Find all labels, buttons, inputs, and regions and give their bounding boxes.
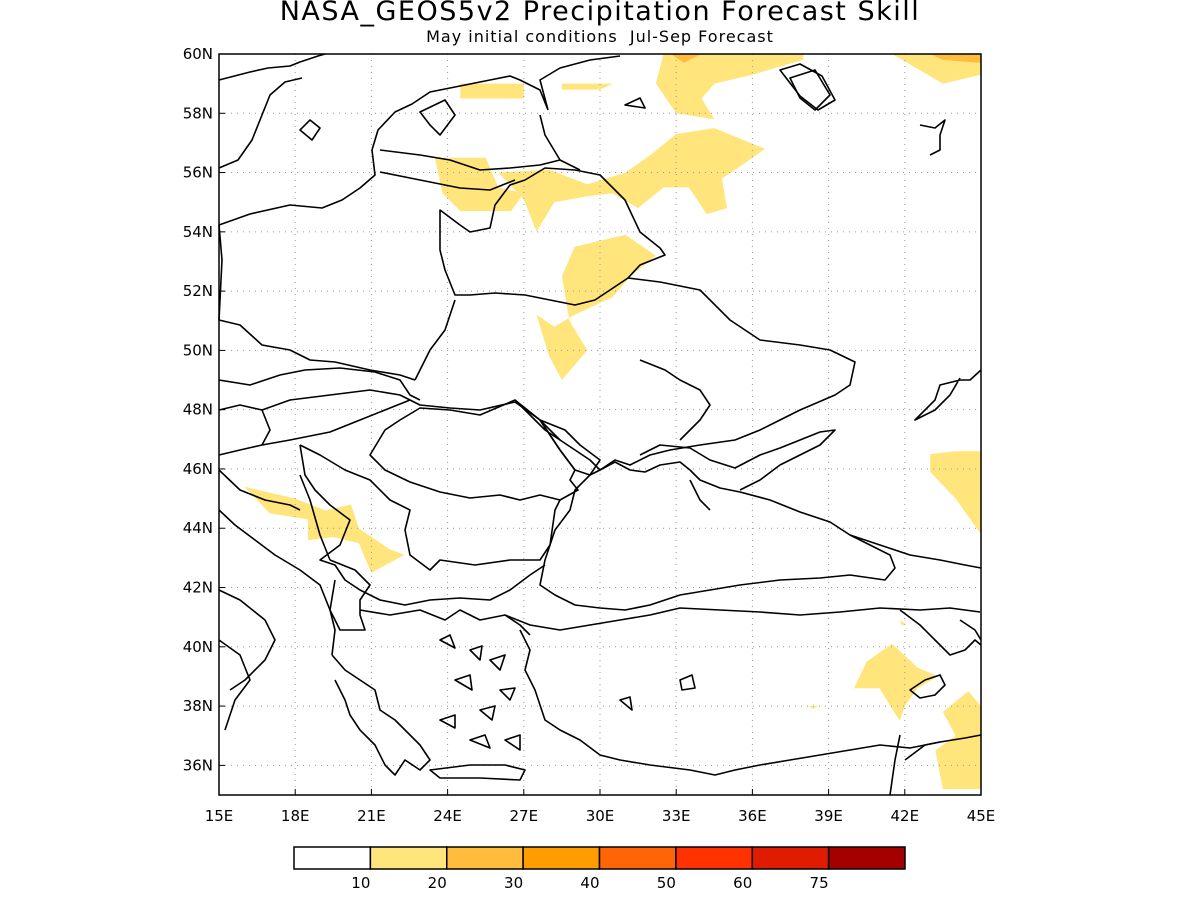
border-belarus xyxy=(439,167,666,306)
colorbar-swatch xyxy=(293,846,372,870)
lon-tick-label: 18E xyxy=(281,807,310,825)
borders-western-balkans xyxy=(218,469,371,631)
colorbar-label: 20 xyxy=(428,874,447,892)
colorbar-label: 30 xyxy=(504,874,523,892)
colorbar-label: 75 xyxy=(810,874,829,892)
lon-tick-label: 39E xyxy=(814,807,843,825)
border-turkey-east xyxy=(889,609,982,796)
lon-tick-label: 21E xyxy=(357,807,386,825)
border-ukraine xyxy=(514,277,856,471)
colorbar-label: 60 xyxy=(733,874,752,892)
borders-central-europe xyxy=(218,224,456,381)
colorbar-label: 10 xyxy=(351,874,370,892)
coastline-islands xyxy=(299,69,831,141)
coastline-aegean-islands xyxy=(429,634,526,781)
lon-tick-label: 42E xyxy=(891,807,920,825)
colorbar-swatch xyxy=(598,846,677,870)
coastline-turkey xyxy=(504,607,982,776)
colorbar: 10 20 30 40 50 60 75 xyxy=(293,846,906,892)
lat-tick-label: 54N xyxy=(183,223,213,241)
country-borders xyxy=(218,53,982,796)
borders-balkans xyxy=(299,444,561,606)
lon-tick-label: 36E xyxy=(738,807,767,825)
skill-shading-layer xyxy=(244,54,981,790)
lon-tick-label: 30E xyxy=(586,807,615,825)
colorbar-swatch xyxy=(675,846,753,870)
colorbar-label: 50 xyxy=(657,874,676,892)
longitude-tick-labels: 15E 18E 21E 24E 27E 30E 33E 36E 39E 42E 45E xyxy=(205,789,996,825)
skill-region-1 xyxy=(434,157,524,212)
lat-tick-label: 40N xyxy=(183,638,213,656)
coastline-greece xyxy=(331,609,531,776)
latitude-tick-labels: 60N 58N 56N 54N 52N 50N 48N 46N 44N 42N 40N 38N 36N xyxy=(183,45,225,774)
colorbar-swatch xyxy=(369,846,448,870)
coastline-crimea-azov xyxy=(639,429,836,511)
borders-baltic-states xyxy=(379,114,581,191)
colorbar-swatch xyxy=(446,846,524,870)
coastline-black-sea xyxy=(539,461,896,611)
coastline-baltic xyxy=(218,53,621,226)
river-dnieper xyxy=(639,359,711,441)
lat-tick-label: 36N xyxy=(183,756,213,774)
skill-region-9 xyxy=(930,54,981,63)
coastline-lake-ladoga xyxy=(779,63,836,111)
skill-region-6 xyxy=(655,54,804,120)
lon-tick-label: 24E xyxy=(433,807,462,825)
colorbar-label: 40 xyxy=(580,874,599,892)
lon-tick-label: 27E xyxy=(510,807,539,825)
lon-tick-label: 45E xyxy=(967,807,996,825)
lat-tick-label: 56N xyxy=(183,164,213,182)
skill-region-11 xyxy=(930,451,981,535)
border-caucasus xyxy=(849,534,982,569)
border-austria-slovenia xyxy=(218,399,411,456)
lake-van xyxy=(619,674,946,711)
coastline-adriatic xyxy=(218,509,336,731)
chart-title: NASA_GEOS5v2 Precipitation Forecast Skil… xyxy=(279,0,921,27)
skill-region-7 xyxy=(892,54,981,84)
colorbar-swatch xyxy=(751,846,830,870)
lake-ladoga-north xyxy=(919,119,946,156)
skill-region-15 xyxy=(899,620,905,627)
lat-tick-label: 60N xyxy=(183,45,213,63)
chart-subtitle: May initial conditions Jul-Sep Forecast xyxy=(426,27,774,46)
lon-tick-label: 15E xyxy=(205,807,234,825)
skill-region-14 xyxy=(808,706,819,709)
lat-tick-label: 44N xyxy=(183,519,213,537)
skill-region-13 xyxy=(935,691,981,790)
lat-tick-label: 46N xyxy=(183,460,213,478)
lat-tick-label: 50N xyxy=(183,341,213,359)
skill-region-4 xyxy=(561,83,613,90)
colorbar-swatch xyxy=(827,846,906,870)
skill-region-12 xyxy=(854,643,938,721)
lon-tick-label: 33E xyxy=(662,807,691,825)
border-moldova xyxy=(539,419,601,476)
skill-region-3 xyxy=(536,234,656,380)
skill-region-5 xyxy=(460,83,524,99)
lat-tick-label: 48N xyxy=(183,401,213,419)
skill-region-8 xyxy=(671,54,702,63)
lat-tick-label: 42N xyxy=(183,579,213,597)
lat-tick-label: 58N xyxy=(183,104,213,122)
colorbar-swatch xyxy=(522,846,601,870)
coastline-caspian xyxy=(914,369,982,641)
skill-region-10 xyxy=(244,486,405,573)
lat-tick-label: 38N xyxy=(183,697,213,715)
skill-region-2 xyxy=(498,128,766,232)
lat-tick-label: 52N xyxy=(183,282,213,300)
